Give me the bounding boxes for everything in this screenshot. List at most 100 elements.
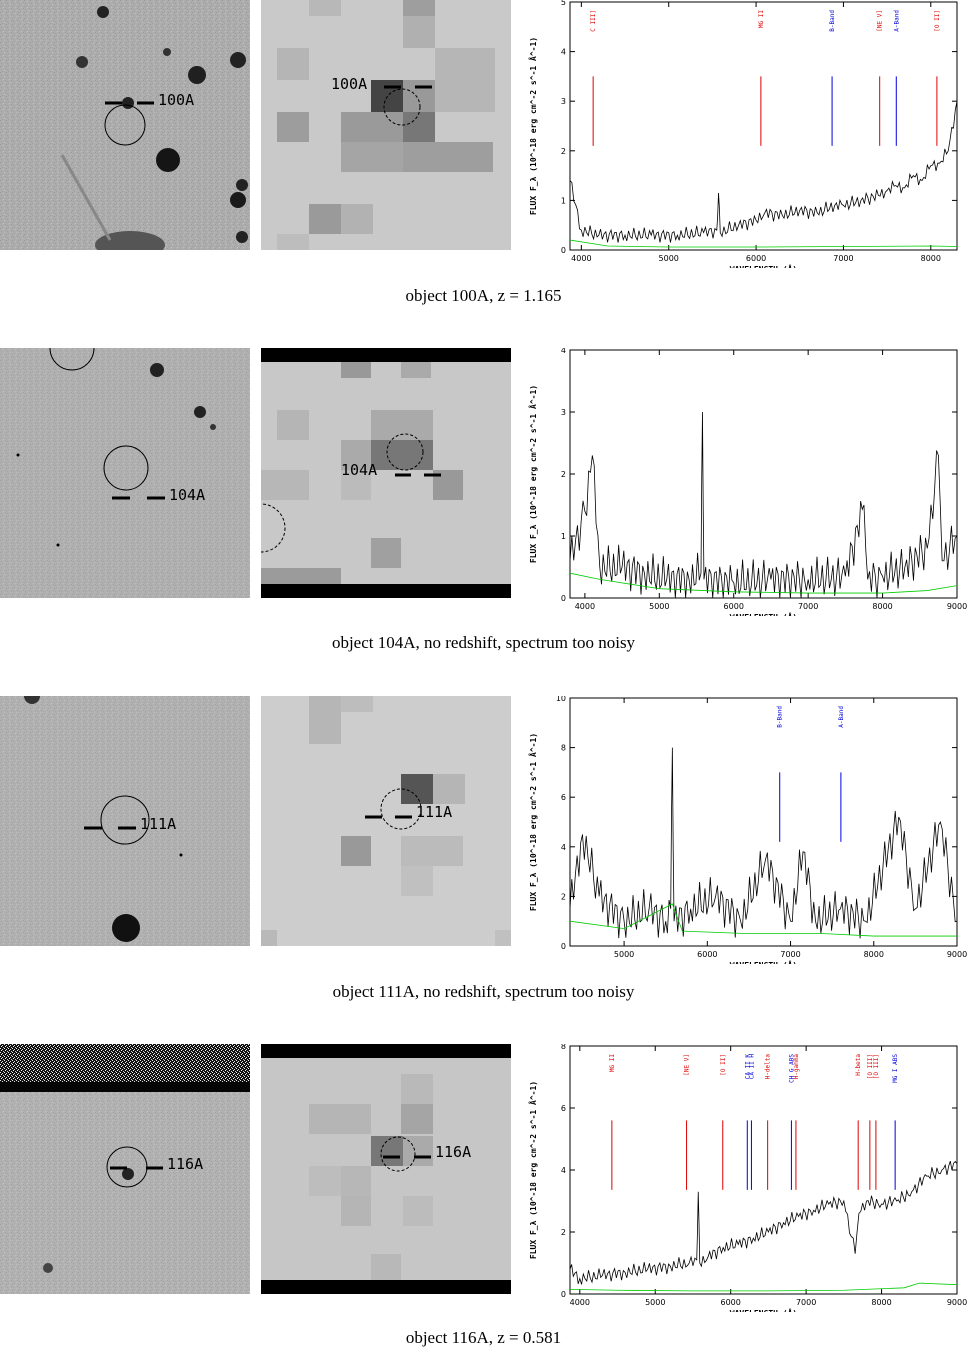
figure-row-111a: 111A 111A 5000 6000 7000 8000 9000 0 2 4 6 8 10 WAV… [0, 696, 967, 1006]
direct-image-100a-svg [0, 0, 250, 250]
y-tick-label: 2 [561, 470, 566, 479]
x-axis-label: WAVELENGTH (Å) [730, 960, 797, 964]
x-tick-label: 4000 [575, 602, 595, 611]
line-id-label: [NE V] [684, 1054, 691, 1076]
object-label-116a-pixel: 116A [435, 1143, 472, 1161]
line-id-label: A-Band [893, 10, 900, 32]
caption-116a: object 116A, z = 0.581 [405, 1328, 562, 1347]
y-tick-label: 4 [561, 348, 566, 355]
line-id-label: CH G ABS [788, 1054, 795, 1083]
line-id-label: CA II K [744, 1054, 751, 1080]
error-series [569, 239, 958, 248]
x-tick-label: 6000 [746, 254, 766, 263]
x-tick-label: 5000 [659, 254, 679, 263]
object-label-111a-pixel: 111A [416, 803, 453, 821]
spectrum-chart-111a: 5000 6000 7000 8000 9000 0 2 4 6 8 10 WAVELENGTH (Å… [528, 696, 967, 964]
y-tick-label: 0 [561, 942, 566, 951]
x-tick-label: 7000 [796, 1298, 816, 1307]
line-id-label: C III] [590, 10, 597, 32]
spectrum-chart-104a: 4000 5000 6000 7000 8000 9000 0 1 2 3 4 WAVELENGTH … [528, 348, 967, 616]
y-tick-label: 1 [561, 532, 566, 541]
direct-image-116a-svg [0, 1044, 250, 1294]
y-tick-label: 0 [561, 1290, 566, 1299]
caption-100a: object 100A, z = 1.165 [405, 286, 562, 305]
x-tick-label: 9000 [947, 602, 967, 611]
x-tick-label: 8000 [864, 950, 884, 959]
line-id-label: H-delta [765, 1054, 772, 1080]
pixel-image-116a-svg [261, 1044, 511, 1294]
spectrum-series [569, 747, 958, 939]
object-label-104a: 104A [169, 486, 206, 504]
x-tick-label: 5000 [614, 950, 634, 959]
spectrum-series [569, 1160, 958, 1285]
line-id-label: B-Band [777, 706, 784, 728]
error-series [569, 903, 957, 937]
spectrum-chart-116a: 4000 5000 6000 7000 8000 9000 0 2 4 6 8 WAVELENGTH … [528, 1044, 967, 1312]
y-tick-label: 8 [561, 744, 566, 753]
y-axis-label: FLUX F_λ (10^-18 erg cm^-2 s^-1 Å^-1) [528, 733, 538, 911]
figure-row-104a: 104A 104A 4000 5000 6000 7000 8000 9000 0 1 2 3 4 W… [0, 348, 967, 658]
object-label-100a-pixel: 100A [331, 75, 368, 93]
x-tick-label: 9000 [947, 1298, 967, 1307]
error-series [569, 1282, 958, 1292]
pixel-image-104a: 104A [261, 348, 511, 598]
spectrum-chart-100a: 4000 5000 6000 7000 8000 0 1 2 3 4 5 WAVELENGTH (Å)… [528, 0, 958, 268]
y-axis-label: FLUX F_λ (10^-18 erg cm^-2 s^-1 Å^-1) [528, 1081, 538, 1259]
y-tick-label: 1 [561, 196, 566, 205]
line-id-label: H-beta [855, 1054, 862, 1076]
spectrum-series [569, 101, 958, 243]
caption-104a: object 104A, no redshift, spectrum too n… [331, 633, 636, 652]
line-id-label: [NE V] [877, 10, 884, 32]
figure-row-100a: 100A 100A 4000 5000 6000 7000 8000 0 1 2 3 4 5 WAVE… [0, 0, 967, 310]
object-label-104a-pixel: 104A [341, 461, 378, 479]
direct-image-111a-svg [0, 696, 250, 946]
y-tick-label: 2 [561, 892, 566, 901]
caption-111a: object 111A, no redshift, spectrum too n… [332, 982, 635, 1001]
direct-image-104a-svg [0, 348, 250, 598]
x-tick-label: 7000 [798, 602, 818, 611]
y-axis-label: FLUX F_λ (10^-18 erg cm^-2 s^-1 Å^-1) [528, 37, 538, 215]
line-id-label: [O II] [720, 1054, 727, 1076]
x-tick-label: 6000 [721, 1298, 741, 1307]
direct-image-116a: 116A [0, 1044, 250, 1294]
x-tick-label: 7000 [833, 254, 853, 263]
x-tick-label: 7000 [780, 950, 800, 959]
line-id-label: A-Band [838, 706, 845, 728]
x-tick-label: 8000 [871, 1298, 891, 1307]
line-id-label: [O III] [867, 1054, 874, 1079]
x-tick-label: 6000 [724, 602, 744, 611]
direct-image-104a: 104A [0, 348, 250, 598]
y-tick-label: 3 [561, 97, 566, 106]
pixel-image-116a: 116A [261, 1044, 511, 1294]
y-tick-label: 5 [561, 0, 566, 7]
y-tick-label: 0 [561, 246, 566, 255]
line-id-label: [O III] [873, 1054, 880, 1079]
y-tick-label: 0 [561, 594, 566, 603]
object-label-100a: 100A [158, 91, 195, 109]
line-id-label: MG II [609, 1054, 616, 1072]
object-label-111a: 111A [140, 815, 177, 833]
y-tick-label: 8 [561, 1044, 566, 1051]
plot-frame [569, 697, 958, 947]
spectrum-series [569, 411, 958, 599]
x-tick-label: 9000 [947, 950, 967, 959]
x-tick-label: 5000 [649, 602, 669, 611]
x-tick-label: 6000 [697, 950, 717, 959]
pixel-image-111a-svg [261, 696, 511, 946]
x-axis-label: WAVELENGTH (Å) [730, 612, 797, 616]
x-tick-label: 5000 [645, 1298, 665, 1307]
y-tick-label: 2 [561, 147, 566, 156]
pixel-image-100a-svg [261, 0, 511, 250]
figure-row-116a: 116A 116A 4000 5000 6000 7000 8000 9000 0 2 4 6 8 W… [0, 1044, 967, 1350]
y-tick-label: 4 [561, 1166, 566, 1175]
x-axis-label: WAVELENGTH (Å) [730, 264, 797, 268]
x-tick-label: 8000 [872, 602, 892, 611]
y-tick-label: 6 [561, 1104, 566, 1113]
pixel-image-100a: 100A [261, 0, 511, 250]
pixel-image-104a-svg [261, 348, 511, 598]
line-id-label: CA II H [748, 1054, 755, 1080]
x-tick-label: 4000 [570, 1298, 590, 1307]
y-tick-label: 10 [556, 696, 566, 703]
y-tick-label: 2 [561, 1228, 566, 1237]
direct-image-100a: 100A [0, 0, 250, 250]
